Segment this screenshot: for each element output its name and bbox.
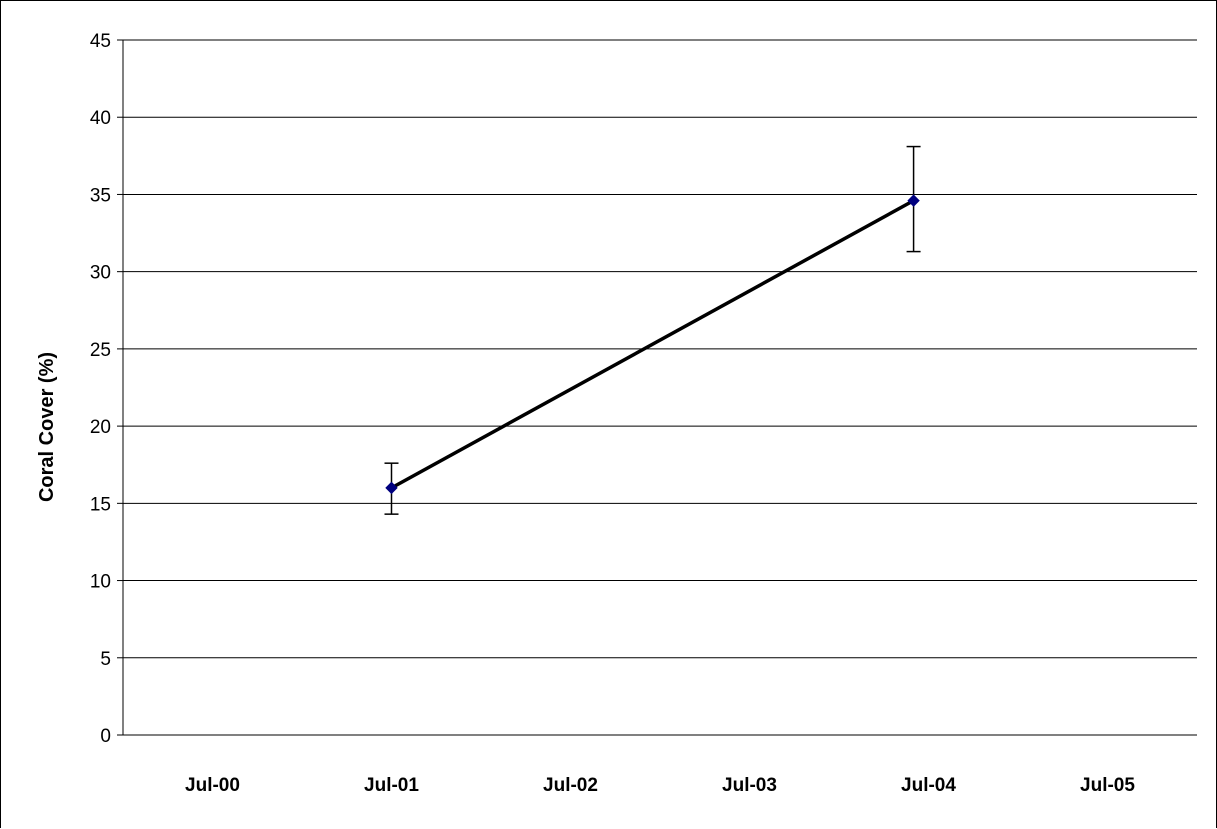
y-tick-label: 30 bbox=[90, 263, 111, 284]
y-tick-label: 25 bbox=[90, 340, 111, 361]
y-tick-label: 40 bbox=[90, 108, 111, 129]
series-line bbox=[390, 199, 915, 490]
x-tick-label: Jul-05 bbox=[1080, 775, 1135, 796]
y-tick-labels: 0 5 10 15 20 25 30 35 40 45 bbox=[90, 31, 111, 747]
data-point bbox=[907, 194, 920, 207]
x-tick-label: Jul-03 bbox=[722, 775, 777, 796]
y-axis-title: Coral Cover (%) bbox=[36, 352, 58, 502]
y-tick-label: 5 bbox=[100, 649, 111, 670]
series-coral-cover bbox=[384, 145, 921, 515]
gridlines bbox=[123, 39, 1197, 659]
x-tick-label: Jul-01 bbox=[364, 775, 419, 796]
x-tick-label: Jul-04 bbox=[901, 775, 956, 796]
y-tick-label: 0 bbox=[100, 726, 111, 747]
x-tick-label: Jul-00 bbox=[185, 775, 240, 796]
axes bbox=[117, 39, 1197, 736]
y-tick-label: 20 bbox=[90, 417, 111, 438]
y-tick-label: 35 bbox=[90, 185, 111, 206]
data-point bbox=[385, 481, 398, 495]
y-tick-label: 45 bbox=[90, 31, 111, 52]
x-tick-labels: Jul-00 Jul-01 Jul-02 Jul-03 Jul-04 Jul-05 bbox=[185, 775, 1135, 796]
y-tick-label: 10 bbox=[90, 572, 111, 593]
y-tick-label: 15 bbox=[90, 494, 111, 515]
x-tick-label: Jul-02 bbox=[543, 775, 598, 796]
